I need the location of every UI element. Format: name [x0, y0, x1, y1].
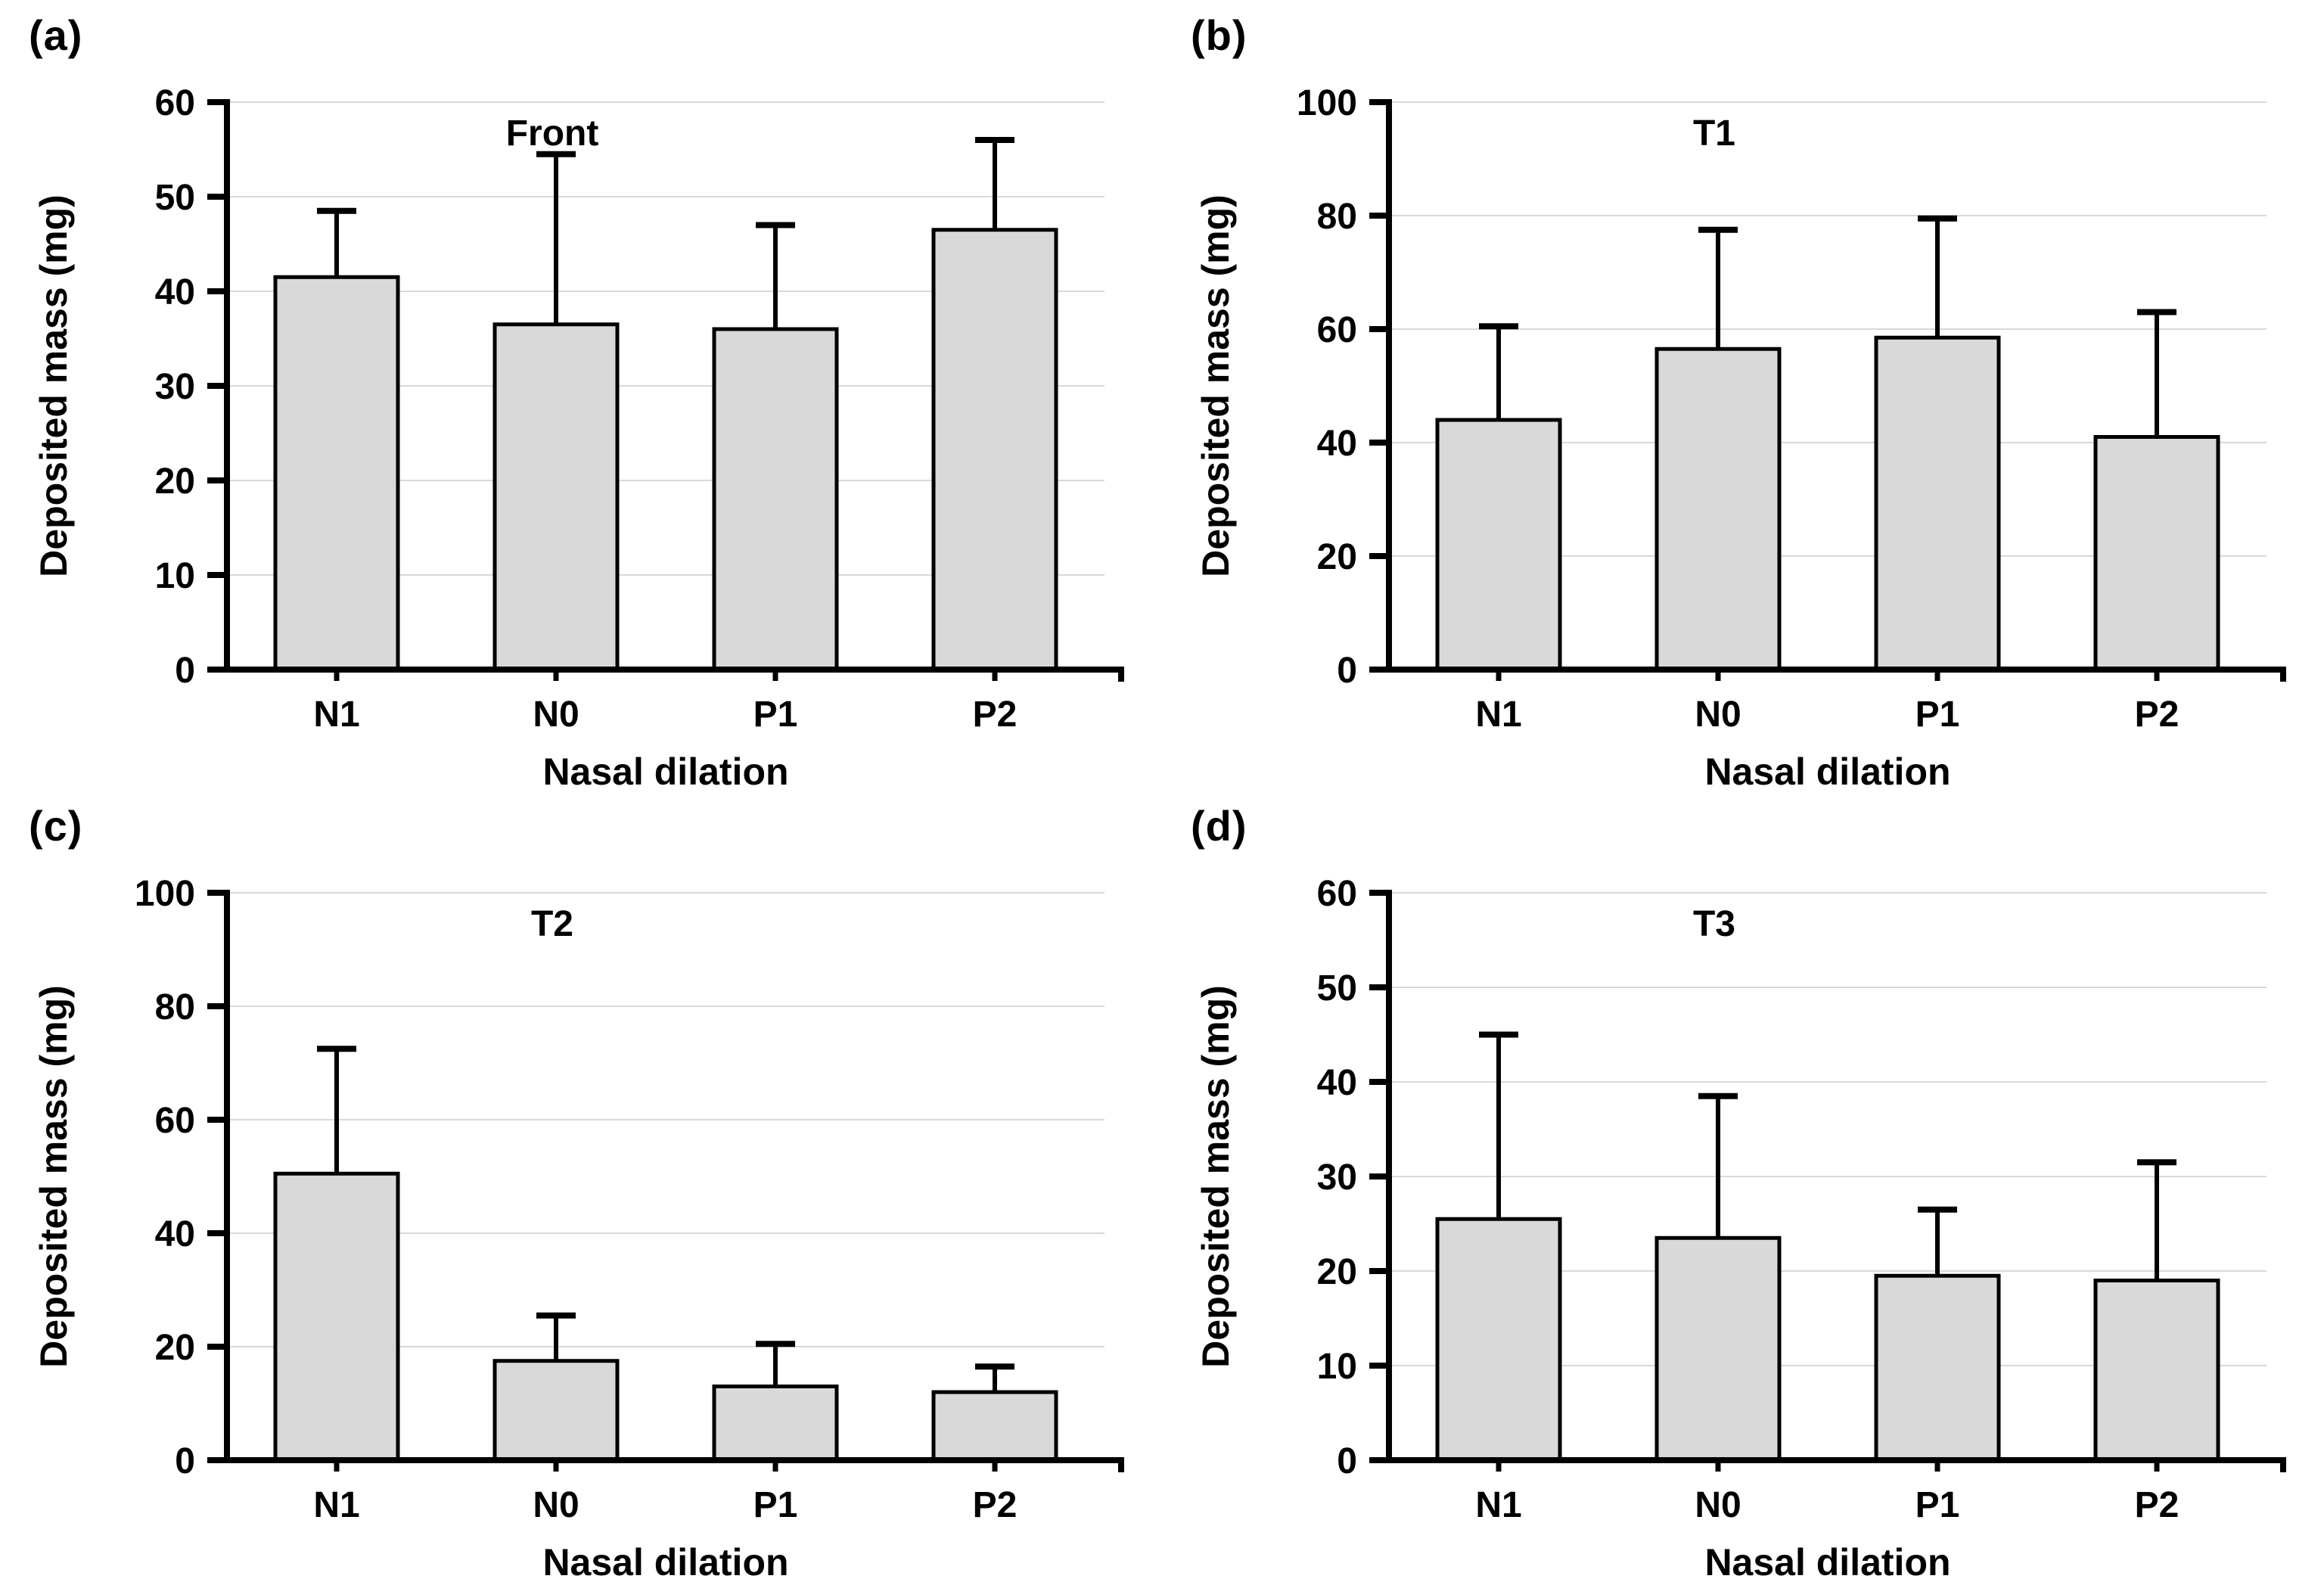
chart-title: Front	[506, 113, 599, 154]
y-tick-label: 100	[1297, 83, 1357, 123]
x-tick-label: N0	[1695, 695, 1741, 735]
bar-P1	[712, 1385, 839, 1462]
y-tick-label: 100	[135, 874, 195, 914]
bar-N1	[1435, 1217, 1562, 1462]
x-tick-label: P2	[2135, 695, 2180, 735]
x-axis-title: Nasal dilation	[1704, 1541, 1950, 1582]
bar-P2	[931, 1390, 1058, 1462]
panel-b-chart: N1 N0 P1 P2 0 20 40 60 80 100 T1 Deposited mass (mg…	[1195, 83, 2286, 793]
y-tick-label: 30	[1317, 1158, 1357, 1198]
y-axis-title: Deposited mass (mg)	[33, 194, 75, 577]
x-tick-label: N1	[1475, 1485, 1521, 1525]
panel-d-chart: N1 N0 P1 P2 0 10 20 30 40 50 60 T3 Deposited mass (m…	[1195, 874, 2286, 1582]
y-tick-label: 50	[1317, 968, 1357, 1009]
y-tick-label: 40	[155, 272, 195, 312]
chart-title: T2	[531, 904, 573, 944]
y-tick-label: 40	[1317, 1063, 1357, 1103]
y-tick-label: 80	[1317, 197, 1357, 237]
y-tick-label: 0	[175, 651, 195, 691]
y-tick-label: 20	[155, 462, 195, 502]
x-tick-label: N1	[313, 1485, 359, 1525]
y-axis-title: Deposited mass (mg)	[33, 985, 75, 1368]
x-tick-label: P1	[753, 1485, 798, 1525]
y-tick-label: 20	[155, 1328, 195, 1368]
y-tick-label: 40	[155, 1214, 195, 1254]
chart-title: T3	[1693, 904, 1735, 944]
x-tick-label: N0	[533, 1485, 579, 1525]
x-axis-title: Nasal dilation	[542, 1541, 788, 1582]
x-tick-label: P2	[2135, 1485, 2180, 1525]
bar-P1	[1874, 335, 2001, 672]
x-tick-label: P2	[973, 1485, 1018, 1525]
panel-d-label: (d)	[1191, 802, 1247, 850]
y-axis-title: Deposited mass (mg)	[1195, 194, 1237, 577]
panel-b: (b) N1 N0 P1 P2 0 20 40 60 80 100 T1 Deposited mass…	[1162, 0, 2324, 793]
y-tick-label: 10	[155, 556, 195, 596]
x-axis-title: Nasal dilation	[542, 751, 788, 793]
y-axis-title: Deposited mass (mg)	[1195, 985, 1237, 1368]
bar-N0	[1654, 347, 1782, 672]
bar-N1	[1435, 418, 1562, 672]
bar-P1	[712, 327, 839, 672]
panel-d: (d) N1 N0 P1 P2 0 10 20 30 40 50 60 T3 Deposited mas…	[1162, 791, 2324, 1582]
x-axis-title: Nasal dilation	[1704, 751, 1950, 793]
chart-title: T1	[1693, 113, 1735, 154]
y-tick-label: 60	[155, 1101, 195, 1141]
y-tick-label: 10	[1317, 1347, 1357, 1387]
bar-N0	[492, 322, 620, 672]
bar-P2	[2093, 435, 2220, 672]
x-tick-label: N1	[1475, 695, 1521, 735]
panel-c: (c) N1 N0 P1 P2 0 20 40 60 80 100 T2 Deposited mass…	[0, 791, 1162, 1582]
x-tick-label: P1	[1915, 695, 1960, 735]
x-tick-label: N0	[533, 695, 579, 735]
y-tick-label: 0	[1337, 651, 1357, 691]
bar-P2	[2093, 1279, 2220, 1462]
panel-b-label: (b)	[1191, 11, 1247, 59]
bar-P2	[931, 228, 1058, 672]
bar-N0	[1654, 1235, 1782, 1462]
y-tick-label: 60	[1317, 310, 1357, 350]
bar-N1	[273, 275, 400, 672]
y-tick-label: 30	[155, 367, 195, 407]
y-tick-label: 80	[155, 987, 195, 1027]
y-tick-label: 50	[155, 178, 195, 218]
y-tick-label: 60	[155, 83, 195, 123]
y-tick-label: 20	[1317, 1252, 1357, 1292]
y-tick-label: 60	[1317, 874, 1357, 914]
x-tick-label: P1	[753, 695, 798, 735]
panel-a: (a) N1 N0 P1 P2 0 10 20 30 40 50 60 Front Deposited …	[0, 0, 1162, 793]
bar-N1	[273, 1171, 400, 1462]
panel-c-label: (c)	[29, 802, 83, 850]
bar-N0	[492, 1359, 620, 1462]
x-tick-label: P1	[1915, 1485, 1960, 1525]
x-tick-label: P2	[973, 695, 1018, 735]
x-tick-label: N1	[313, 695, 359, 735]
panel-c-chart: N1 N0 P1 P2 0 20 40 60 80 100 T2 Deposited mass (mg…	[33, 874, 1124, 1582]
y-tick-label: 0	[175, 1441, 195, 1481]
y-tick-label: 0	[1337, 1441, 1357, 1481]
x-tick-label: N0	[1695, 1485, 1741, 1525]
y-tick-label: 20	[1317, 537, 1357, 577]
panel-a-chart: N1 N0 P1 P2 0 10 20 30 40 50 60 Front Deposited mass…	[33, 83, 1124, 793]
bar-P1	[1874, 1273, 2001, 1462]
panel-a-label: (a)	[29, 11, 83, 59]
y-tick-label: 40	[1317, 424, 1357, 464]
